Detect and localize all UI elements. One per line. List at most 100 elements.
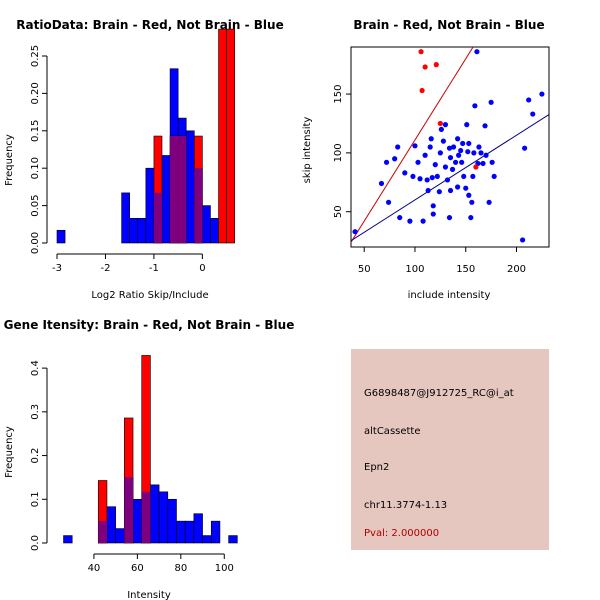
ratio-blue-bar bbox=[185, 130, 195, 244]
not-brain-point bbox=[410, 173, 416, 180]
ratio-blue-bar bbox=[129, 218, 139, 244]
not-brain-point bbox=[430, 211, 436, 217]
info-panel: G6898487@J912725_RC@i_at altCassette Epn… bbox=[351, 349, 549, 550]
intensity-blue-bar bbox=[132, 498, 143, 544]
not-brain-point bbox=[476, 144, 482, 150]
not-brain-point bbox=[428, 136, 434, 142]
not-brain-point bbox=[434, 173, 440, 180]
not-brain-point bbox=[530, 111, 536, 117]
ratio-histogram-xlabel: Log2 Ratio Skip/Include bbox=[91, 290, 208, 301]
ratio-y-tick-label: 0.15 bbox=[30, 120, 41, 142]
not-brain-point bbox=[378, 180, 385, 187]
intensity-y-tick-label: 0.0 bbox=[30, 535, 41, 551]
intensity-blue-bar bbox=[158, 491, 169, 544]
not-brain-point bbox=[436, 189, 442, 195]
intensity-x-tick-label: 40 bbox=[88, 563, 101, 574]
intensity-blue-bar bbox=[184, 520, 195, 544]
not-brain-point bbox=[459, 159, 465, 165]
intensity-blue-bar bbox=[176, 520, 186, 544]
intensity-blue-bar bbox=[228, 535, 238, 544]
intensity-blue-bar bbox=[167, 498, 177, 544]
ratio-blue-bar bbox=[210, 218, 219, 244]
ratio-blue-bar bbox=[145, 167, 155, 244]
not-brain-point bbox=[455, 136, 461, 142]
scatter-y-tick-label: 150 bbox=[333, 85, 344, 104]
intensity-blue-bar bbox=[202, 535, 212, 544]
ratio-overlap-bar bbox=[194, 168, 203, 243]
not-brain-point bbox=[465, 149, 471, 155]
intensity-blue-bar bbox=[193, 513, 203, 544]
not-brain-point bbox=[395, 144, 401, 150]
not-brain-point bbox=[452, 159, 459, 165]
not-brain-point bbox=[471, 150, 477, 156]
scatter-ylabel: skip intensity bbox=[302, 117, 313, 184]
info-panel-background bbox=[351, 349, 549, 550]
intensity-blue-bar bbox=[106, 506, 116, 544]
not-brain-point bbox=[425, 187, 431, 194]
not-brain-point bbox=[478, 150, 484, 156]
p-value: Pval: 2.000000 bbox=[364, 528, 439, 539]
not-brain-point bbox=[472, 103, 478, 109]
not-brain-point bbox=[438, 126, 444, 132]
not-brain-point bbox=[474, 49, 480, 55]
scatter-title: Brain - Red, Not Brain - Blue bbox=[353, 18, 544, 32]
not-brain-point bbox=[488, 99, 494, 105]
intensity-histogram-bars bbox=[63, 355, 238, 544]
scatter-y-tick-label: 50 bbox=[333, 205, 344, 218]
not-brain-point bbox=[450, 144, 457, 150]
not-brain-point bbox=[463, 185, 469, 191]
ratio-red-bar bbox=[218, 28, 227, 244]
intensity-y-tick-label: 0.1 bbox=[30, 491, 41, 507]
not-brain-point bbox=[415, 159, 421, 165]
not-brain-point bbox=[407, 218, 413, 224]
scatter-x-tick-label: 100 bbox=[405, 264, 424, 275]
ratio-overlap-bar bbox=[170, 136, 179, 243]
ratio-x-tick-label: -3 bbox=[52, 263, 62, 274]
intensity-overlap-bar bbox=[124, 477, 134, 543]
not-brain-point bbox=[432, 162, 438, 168]
ratio-x-tick-label: 0 bbox=[199, 263, 205, 274]
ratio-red-bar bbox=[226, 28, 235, 244]
ratio-histogram-axes: 0.00 0.05 0.10 0.15 0.20 0.25 -3 -2 -1 0 bbox=[30, 45, 206, 274]
not-brain-point bbox=[446, 145, 453, 151]
brain-point bbox=[433, 62, 439, 68]
ratio-blue-bar bbox=[161, 155, 171, 244]
not-brain-point bbox=[442, 122, 449, 128]
brain-point bbox=[418, 49, 424, 55]
not-brain-point bbox=[444, 177, 451, 183]
not-brain-point bbox=[446, 214, 453, 221]
brain-point bbox=[473, 164, 479, 170]
intensity-y-tick-label: 0.4 bbox=[30, 360, 41, 376]
not-brain-point bbox=[468, 214, 474, 221]
ratio-blue-bar bbox=[202, 205, 211, 244]
not-brain-point bbox=[466, 140, 472, 147]
not-brain-point bbox=[526, 97, 532, 103]
ratio-y-tick-label: 0.20 bbox=[30, 82, 41, 104]
scatter-x-tick-label: 150 bbox=[456, 264, 475, 275]
ratio-histogram-title: RatioData: Brain - Red, Not Brain - Blue bbox=[16, 18, 283, 32]
not-brain-point bbox=[352, 229, 358, 235]
not-brain-point bbox=[470, 173, 476, 180]
ratio-overlap-bar bbox=[178, 136, 187, 243]
intensity-histogram-panel: Gene Itensity: Brain - Red, Not Brain - … bbox=[4, 318, 295, 600]
scatter-panel: Brain - Red, Not Brain - Blue 5010015050… bbox=[302, 18, 550, 301]
intensity-histogram-title: Gene Itensity: Brain - Red, Not Brain - … bbox=[4, 318, 295, 332]
not-brain-point bbox=[385, 199, 392, 205]
intensity-histogram-axes: 0.0 0.1 0.2 0.3 0.4 40 60 80 100 bbox=[30, 360, 234, 574]
intensity-y-tick-label: 0.3 bbox=[30, 404, 41, 420]
not-brain-point bbox=[461, 173, 467, 180]
ratio-y-tick-label: 0.05 bbox=[30, 194, 41, 216]
not-brain-point bbox=[483, 152, 489, 158]
not-brain-point bbox=[397, 214, 403, 221]
not-brain-point bbox=[491, 173, 497, 180]
scatter-xlabel: include intensity bbox=[408, 290, 491, 301]
not-brain-point bbox=[539, 91, 545, 97]
intensity-blue-bar bbox=[63, 535, 73, 544]
probe-id: G6898487@J912725_RC@i_at bbox=[364, 388, 514, 399]
intensity-histogram-ylabel: Frequency bbox=[4, 426, 15, 478]
scatter-x-tick-label: 200 bbox=[507, 264, 526, 275]
brain-point bbox=[422, 64, 428, 70]
not-brain-point bbox=[437, 150, 443, 156]
ratio-blue-bar bbox=[121, 192, 130, 244]
